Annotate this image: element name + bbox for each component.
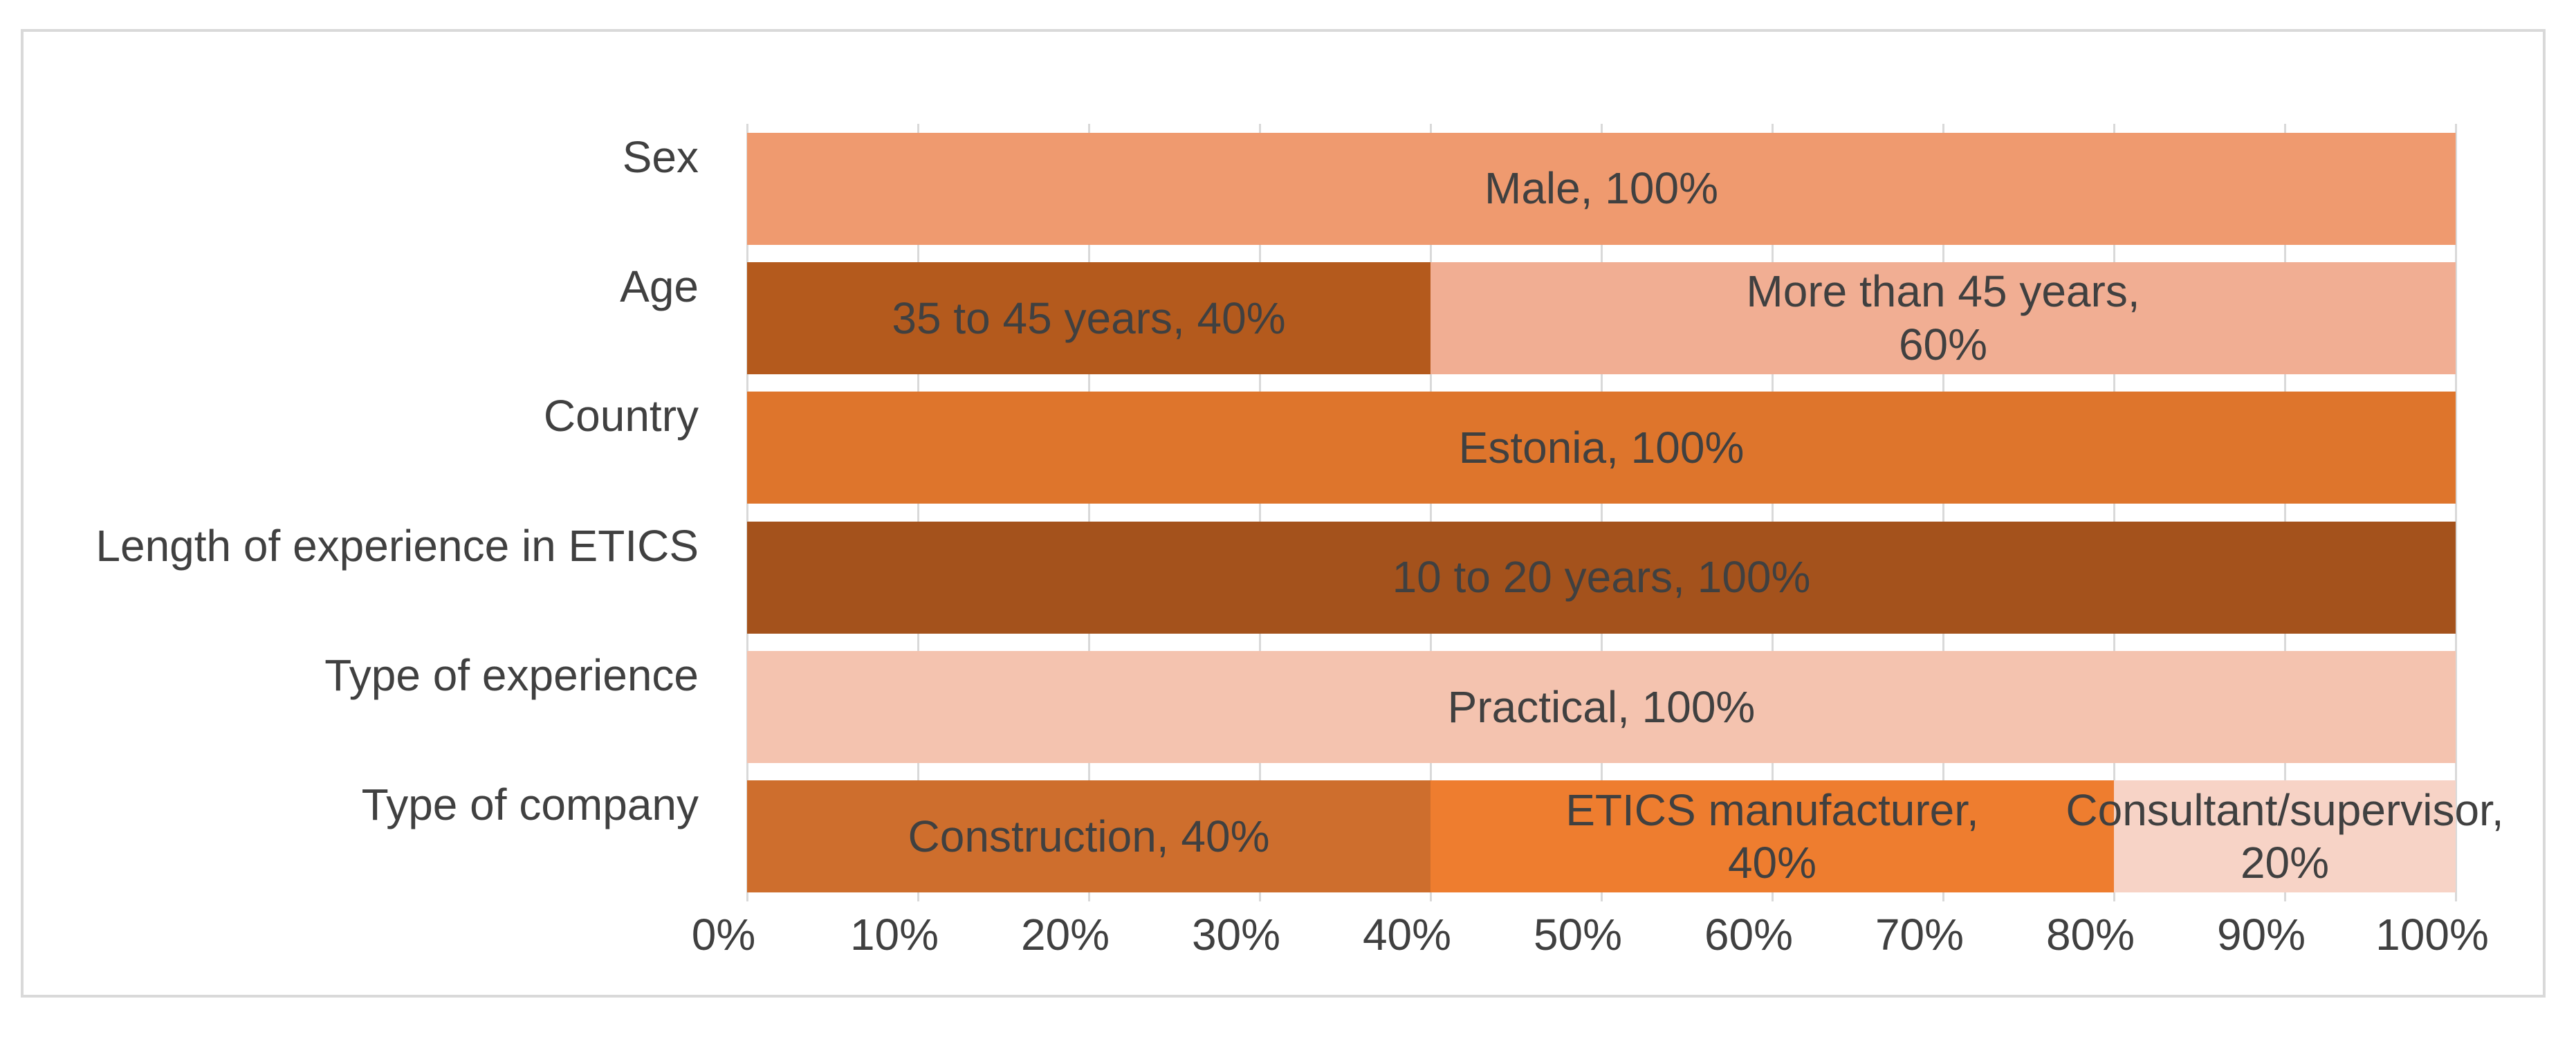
x-axis-tick-40pct: 40% xyxy=(1362,910,1452,960)
x-axis-tick-50pct: 50% xyxy=(1533,910,1623,960)
bar-segment-etics-manufacturer: ETICS manufacturer, 40% xyxy=(1430,780,2114,893)
data-label-35-to-45-years: 35 to 45 years, 40% xyxy=(892,293,1286,343)
gridline-80pct xyxy=(2113,124,2115,901)
gridline-30pct xyxy=(1258,124,1261,901)
bar-segment-male: Male, 100% xyxy=(747,132,2456,245)
bar-row-type-of-company: Construction, 40% ETICS manufacturer, 40%… xyxy=(747,780,2504,893)
data-label-construction: Construction, 40% xyxy=(908,811,1270,861)
bar-row-age: 35 to 45 years, 40% More than 45 years, 6… xyxy=(747,262,2456,374)
x-axis-tick-10pct: 10% xyxy=(849,910,939,960)
data-label-10-to-20-years: 10 to 20 years, 100% xyxy=(1392,552,1811,603)
category-label-length-of-experience-in-etics: Length of experience in ETICS xyxy=(95,520,699,571)
gridline-40pct xyxy=(1429,124,1432,901)
data-label-male: Male, 100% xyxy=(1484,163,1718,214)
data-label-estonia: Estonia, 100% xyxy=(1458,422,1745,472)
data-label-consultant-supervisor: Consultant/supervisor, 20% xyxy=(2066,784,2504,888)
x-axis-tick-70pct: 70% xyxy=(1875,910,1965,960)
bar-row-country: Estonia, 100% xyxy=(747,392,2456,504)
category-label-sex: Sex xyxy=(622,131,699,182)
category-label-type-of-company: Type of company xyxy=(361,780,699,830)
category-label-type-of-experience: Type of experience xyxy=(324,650,699,700)
x-axis-tick-30pct: 30% xyxy=(1191,910,1281,960)
x-axis-tick-0pct: 0% xyxy=(691,910,756,960)
bar-segment-construction: Construction, 40% xyxy=(747,780,1430,893)
data-label-more-than-45-years: More than 45 years, 60% xyxy=(1746,266,2140,369)
bar-segment-consultant-supervisor: Consultant/supervisor, 20% xyxy=(2066,780,2504,893)
gridline-50pct xyxy=(1600,124,1603,901)
plot-area: Male, 100% 35 to 45 years, 40% More than 4… xyxy=(746,124,2504,901)
x-axis-tick-60pct: 60% xyxy=(1704,910,1794,960)
bar-row-length-of-experience-in-etics: 10 to 20 years, 100% xyxy=(747,521,2456,634)
bar-segment-practical: Practical, 100% xyxy=(747,651,2456,763)
gridline-70pct xyxy=(1942,124,1944,901)
x-axis-tick-20pct: 20% xyxy=(1020,910,1110,960)
gridline-20pct xyxy=(1087,124,1090,901)
gridline-100pct xyxy=(2454,124,2457,901)
gridline-0pct xyxy=(746,124,748,901)
bar-segment-more-than-45-years: More than 45 years, 60% xyxy=(1430,262,2456,374)
category-label-country: Country xyxy=(543,391,699,441)
bar-segment-estonia: Estonia, 100% xyxy=(747,392,2456,504)
gridline-60pct xyxy=(1771,124,1774,901)
gridline-90pct xyxy=(2283,124,2286,901)
bar-row-sex: Male, 100% xyxy=(747,132,2456,245)
bar-segment-35-to-45-years: 35 to 45 years, 40% xyxy=(747,262,1430,374)
gridline-10pct xyxy=(917,124,919,901)
category-label-age: Age xyxy=(620,261,699,311)
chart-frame: Male, 100% 35 to 45 years, 40% More than 4… xyxy=(21,29,2546,998)
x-axis-tick-80pct: 80% xyxy=(2045,910,2135,960)
bar-segment-10-to-20-years: 10 to 20 years, 100% xyxy=(747,521,2456,634)
x-axis-tick-100pct: 100% xyxy=(2375,910,2489,960)
data-label-practical: Practical, 100% xyxy=(1447,681,1756,732)
bar-row-type-of-experience: Practical, 100% xyxy=(747,651,2456,763)
x-axis-tick-90pct: 90% xyxy=(2216,910,2306,960)
data-label-etics-manufacturer: ETICS manufacturer, 40% xyxy=(1565,784,1979,888)
